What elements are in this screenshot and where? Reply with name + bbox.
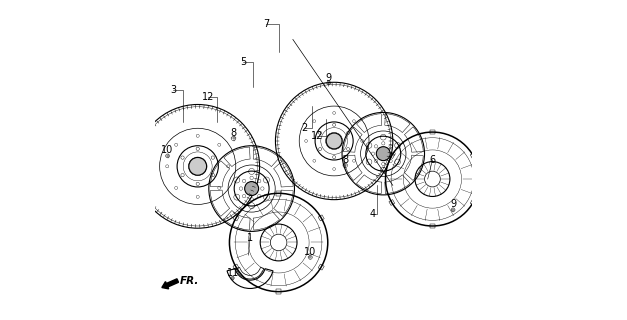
Bar: [430, 224, 435, 228]
Text: 2: 2: [301, 123, 307, 133]
Text: 8: 8: [342, 155, 348, 165]
Circle shape: [245, 181, 258, 196]
Text: 4: 4: [369, 209, 375, 219]
Bar: [470, 153, 476, 158]
Bar: [318, 215, 324, 221]
Text: 1: 1: [247, 233, 253, 243]
Text: 6: 6: [429, 155, 436, 165]
Text: 9: 9: [325, 73, 332, 83]
Text: 10: 10: [162, 146, 174, 156]
Bar: [389, 153, 394, 158]
Text: 3: 3: [170, 85, 176, 95]
Bar: [233, 215, 239, 221]
Text: 7: 7: [263, 19, 269, 28]
Text: 12: 12: [202, 92, 214, 101]
Circle shape: [189, 157, 206, 175]
FancyArrow shape: [162, 279, 179, 289]
Circle shape: [376, 147, 390, 161]
Text: 9: 9: [450, 199, 456, 209]
Text: 8: 8: [231, 128, 236, 138]
Circle shape: [326, 133, 342, 149]
Bar: [430, 130, 435, 134]
Bar: [318, 264, 324, 270]
Text: 11: 11: [226, 268, 239, 278]
Text: 5: 5: [240, 57, 246, 67]
Text: 12: 12: [310, 131, 323, 141]
Bar: [233, 264, 239, 270]
Bar: [389, 200, 394, 205]
Text: FR.: FR.: [179, 276, 199, 285]
Bar: [470, 200, 476, 205]
Bar: [277, 191, 281, 196]
Bar: [277, 289, 281, 294]
Text: 10: 10: [304, 247, 317, 257]
